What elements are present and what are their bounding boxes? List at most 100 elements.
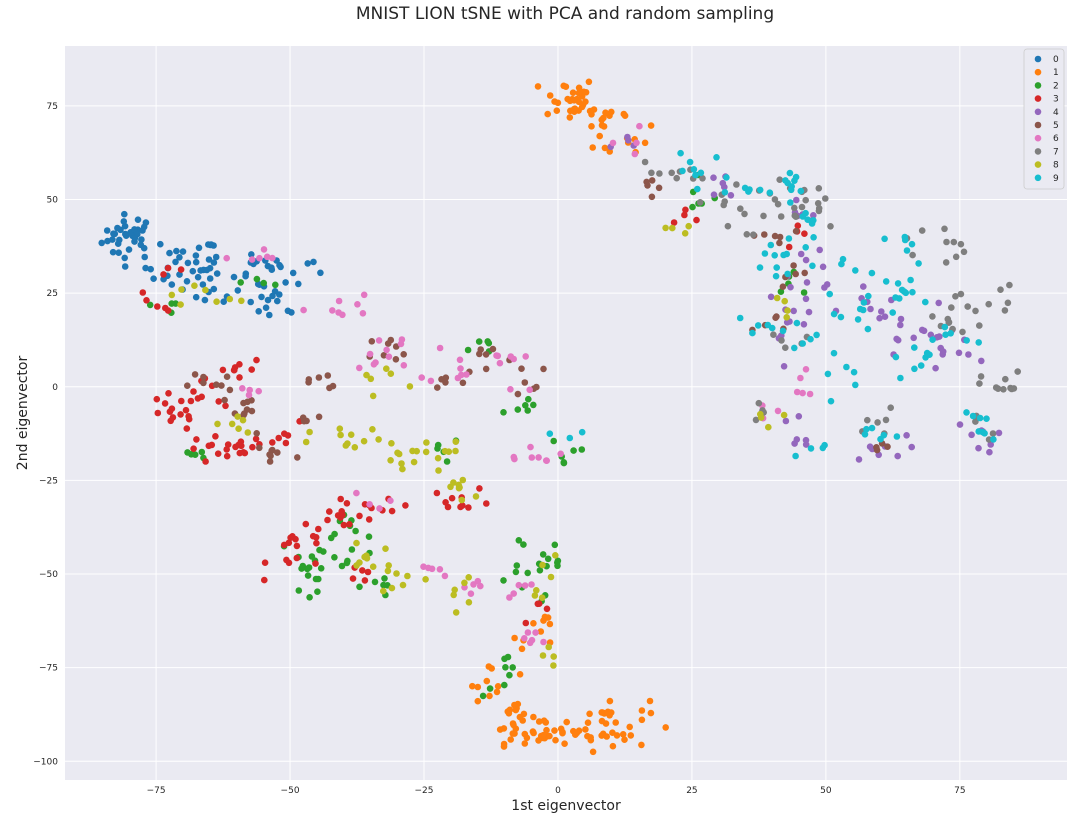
scatter-point	[150, 275, 157, 283]
scatter-point	[850, 368, 858, 376]
scatter-point	[582, 89, 590, 96]
scatter-point	[184, 259, 192, 267]
scatter-point	[223, 373, 231, 381]
scatter-point	[892, 294, 899, 301]
scatter-point	[528, 581, 535, 588]
legend-marker-3	[1034, 95, 1042, 102]
scatter-point	[774, 407, 782, 415]
scatter-points	[98, 78, 1021, 756]
scatter-point	[231, 366, 238, 374]
scatter-point	[306, 594, 313, 601]
scatter-point	[482, 351, 490, 358]
scatter-point	[521, 635, 528, 642]
scatter-point	[443, 458, 451, 465]
scatter-point	[283, 556, 290, 564]
scatter-point	[176, 253, 183, 261]
scatter-point	[253, 356, 260, 364]
scatter-point	[271, 288, 279, 295]
scatter-point	[545, 643, 552, 651]
scatter-point	[210, 285, 218, 293]
scatter-point	[299, 414, 307, 422]
scatter-point	[802, 295, 810, 303]
scatter-point	[778, 337, 785, 344]
scatter-point	[436, 344, 444, 352]
scatter-point	[641, 158, 649, 166]
y-tick-label: −100	[33, 757, 58, 767]
scatter-point	[140, 244, 148, 252]
scatter-point	[249, 443, 256, 451]
scatter-point	[878, 308, 885, 315]
scatter-point	[638, 707, 646, 714]
scatter-point	[365, 533, 373, 540]
scatter-point	[172, 300, 179, 307]
scatter-point	[780, 363, 788, 370]
scatter-point	[187, 397, 195, 405]
y-tick-label: −50	[39, 570, 58, 580]
scatter-point	[918, 326, 926, 334]
scatter-point	[98, 239, 105, 247]
scatter-point	[234, 287, 242, 294]
scatter-point	[882, 416, 890, 424]
scatter-point	[907, 276, 914, 284]
scatter-point	[535, 718, 543, 725]
scatter-point	[185, 413, 192, 420]
scatter-point	[474, 683, 482, 691]
scatter-point	[500, 743, 508, 750]
scatter-point	[161, 400, 169, 407]
scatter-point	[521, 582, 529, 589]
scatter-point	[339, 311, 346, 319]
scatter-point	[317, 565, 325, 572]
scatter-point	[477, 582, 484, 590]
scatter-point	[511, 730, 518, 737]
scatter-point	[202, 458, 209, 465]
scatter-point	[976, 380, 983, 387]
scatter-point	[746, 186, 753, 193]
scatter-point	[300, 306, 307, 314]
scatter-point	[600, 123, 608, 130]
scatter-point	[690, 166, 698, 173]
scatter-point	[287, 534, 294, 541]
scatter-point	[121, 254, 128, 262]
scatter-point	[540, 717, 548, 724]
scatter-point	[864, 325, 872, 333]
scatter-point	[288, 309, 295, 316]
legend-label-4: 4	[1053, 108, 1059, 118]
y-tick-label: 75	[47, 102, 58, 112]
scatter-point	[959, 328, 966, 336]
scatter-point	[619, 731, 627, 738]
scatter-point	[773, 264, 780, 271]
scatter-point	[662, 724, 669, 731]
scatter-point	[281, 430, 288, 438]
scatter-point	[336, 425, 344, 433]
scatter-point	[509, 664, 516, 671]
scatter-point	[486, 685, 494, 692]
scatter-point	[543, 457, 550, 465]
scatter-point	[790, 307, 797, 315]
scatter-point	[313, 539, 320, 547]
scatter-point	[314, 588, 321, 595]
scatter-point	[369, 392, 377, 400]
scatter-point	[822, 195, 829, 202]
scatter-point	[764, 321, 772, 329]
legend-label-9: 9	[1053, 174, 1059, 184]
scatter-point	[191, 451, 199, 459]
scatter-point	[366, 350, 374, 358]
scatter-point	[585, 78, 593, 86]
scatter-point	[670, 219, 678, 226]
scatter-point	[546, 430, 554, 438]
scatter-point	[972, 418, 979, 425]
scatter-point	[134, 230, 141, 238]
scatter-point	[458, 496, 466, 504]
scatter-point	[141, 253, 148, 261]
scatter-point	[810, 234, 817, 241]
legend-marker-2	[1034, 82, 1042, 89]
scatter-point	[589, 144, 596, 151]
scatter-point	[329, 307, 336, 314]
scatter-point	[184, 449, 191, 456]
scatter-point	[452, 447, 459, 455]
scatter-point	[327, 534, 335, 542]
scatter-point	[985, 300, 992, 308]
scatter-point	[262, 304, 270, 312]
scatter-point	[529, 728, 537, 735]
scatter-point	[310, 258, 317, 266]
